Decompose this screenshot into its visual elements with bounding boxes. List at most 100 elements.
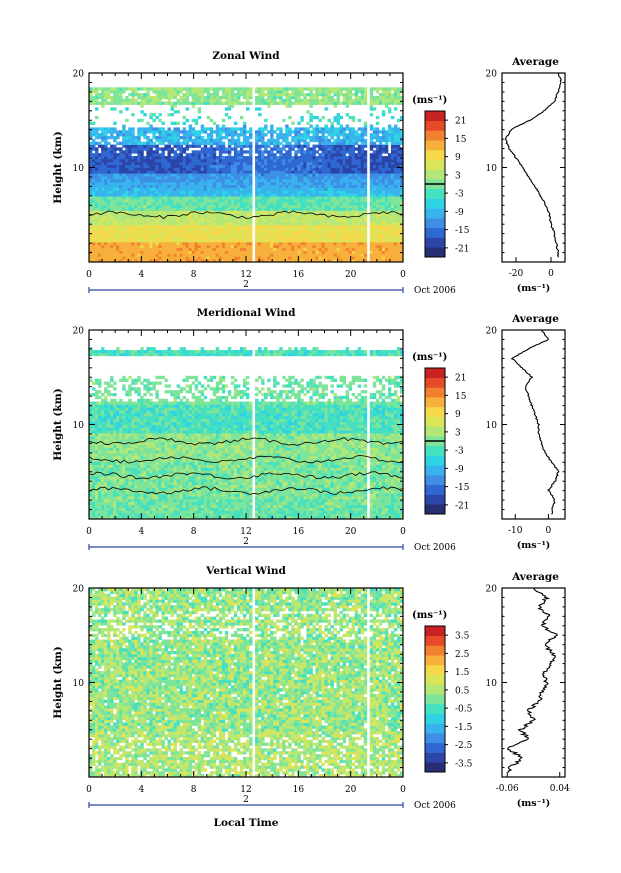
heatmap-cell <box>119 95 123 100</box>
heatmap-cell <box>255 147 259 151</box>
heatmap-cell <box>212 98 217 103</box>
heatmap-cell <box>239 230 244 234</box>
heatmap-cell <box>357 227 362 231</box>
heatmap-cell <box>285 178 289 183</box>
heatmap-cell <box>122 236 126 240</box>
heatmap-cell <box>384 253 389 257</box>
heatmap-cell <box>113 173 117 177</box>
heatmap-cell <box>161 161 165 166</box>
heatmap-cell <box>182 190 187 194</box>
heatmap-cell <box>315 170 319 174</box>
heatmap-cell <box>200 224 205 229</box>
heatmap-cell <box>303 158 307 163</box>
heatmap-cell <box>224 230 229 234</box>
heatmap-cell <box>134 176 138 180</box>
heatmap-cell <box>360 170 365 174</box>
heatmap-cell <box>267 199 271 203</box>
heatmap-cell <box>354 196 359 200</box>
heatmap-cell <box>369 98 374 103</box>
heatmap-cell <box>342 150 347 154</box>
heatmap-cell <box>92 239 96 243</box>
heatmap-cell <box>276 207 280 211</box>
heatmap-cell <box>360 173 365 177</box>
heatmap-cell <box>345 247 350 251</box>
heatmap-cell <box>101 156 105 160</box>
heatmap-cell <box>324 167 328 171</box>
heatmap-cell <box>282 256 286 260</box>
heatmap-cell <box>209 193 214 197</box>
heatmap-cell <box>224 90 229 94</box>
heatmap-cell <box>279 256 283 260</box>
heatmap-cell <box>357 253 362 257</box>
heatmap-cell <box>113 95 117 100</box>
heatmap-cell <box>146 150 150 154</box>
heatmap-cell <box>152 167 156 171</box>
heatmap-cell <box>342 224 347 229</box>
heatmap-cell <box>333 250 337 254</box>
heatmap-cell <box>384 230 389 234</box>
heatmap-cell <box>107 158 111 163</box>
heatmap-cell <box>372 190 377 194</box>
heatmap-cell <box>230 210 235 214</box>
heatmap-cell <box>339 170 344 174</box>
heatmap-cell <box>155 196 159 200</box>
heatmap-cell <box>131 190 135 194</box>
heatmap-cell <box>221 170 226 174</box>
heatmap-cell <box>273 250 277 254</box>
heatmap-cell <box>194 250 199 254</box>
heatmap-cell <box>224 147 229 151</box>
heatmap-cell <box>146 136 150 140</box>
heatmap-cell <box>209 167 214 171</box>
heatmap-cell <box>125 176 129 180</box>
heatmap-cell <box>89 256 93 260</box>
heatmap-cell <box>197 87 202 91</box>
heatmap-cell <box>170 173 174 177</box>
heatmap-cell <box>330 253 334 257</box>
heatmap-cell <box>137 147 141 151</box>
heatmap-cell <box>327 190 331 194</box>
heatmap-cell <box>270 210 274 214</box>
heatmap-cell <box>173 176 177 180</box>
heatmap-cell <box>188 158 193 163</box>
heatmap-cell <box>276 178 280 183</box>
heatmap-cell <box>339 101 344 105</box>
heatmap-cell <box>227 150 232 154</box>
heatmap-cell <box>200 176 205 180</box>
heatmap-cell <box>146 216 150 220</box>
heatmap-cell <box>276 216 280 220</box>
heatmap-cell <box>267 259 271 263</box>
heatmap-cell <box>306 136 310 140</box>
heatmap-cell <box>95 187 99 191</box>
heatmap-cell <box>140 256 144 260</box>
heatmap-cell <box>273 204 277 208</box>
heatmap-cell <box>116 259 120 263</box>
heatmap-cell <box>191 233 196 237</box>
heatmap-cell <box>354 90 359 94</box>
heatmap-cell <box>378 187 383 191</box>
heatmap-cell <box>128 176 132 180</box>
heatmap-cell <box>122 221 126 226</box>
heatmap-cell <box>149 210 153 214</box>
heatmap-cell <box>348 176 353 180</box>
heatmap-cell <box>110 219 114 223</box>
heatmap-cell <box>285 141 289 145</box>
heatmap-cell <box>104 256 108 260</box>
heatmap-cell <box>191 164 196 168</box>
heatmap-cell <box>104 153 108 157</box>
heatmap-cell <box>194 121 199 125</box>
heatmap-cell <box>194 118 199 123</box>
heatmap-cell <box>143 113 147 117</box>
heatmap-cell <box>357 224 362 229</box>
heatmap-cell <box>194 178 199 183</box>
heatmap-cell <box>309 98 313 103</box>
heatmap-cell <box>294 178 298 183</box>
heatmap-cell <box>255 158 259 163</box>
heatmap-cell <box>173 253 177 257</box>
heatmap-cell <box>273 256 277 260</box>
heatmap-cell <box>300 256 304 260</box>
heatmap-cell <box>375 236 380 240</box>
heatmap-cell <box>107 176 111 180</box>
heatmap-cell <box>95 199 99 203</box>
heatmap-cell <box>339 247 344 251</box>
heatmap-cell <box>303 95 307 100</box>
